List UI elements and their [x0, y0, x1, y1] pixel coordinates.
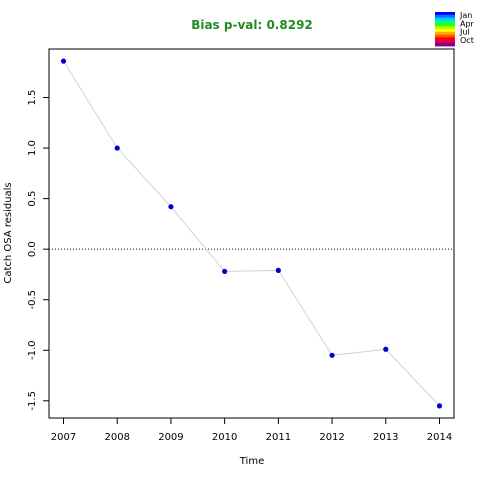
residual-series: [60, 58, 443, 409]
legend-color-swatch: [435, 23, 455, 27]
legend-color-swatch: [435, 20, 455, 24]
legend-color-swatch: [435, 17, 455, 21]
series-line: [63, 60, 440, 407]
data-point: [168, 204, 174, 210]
data-point: [60, 58, 67, 64]
y-tick-label: 1.5: [27, 90, 38, 106]
legend-color-swatch: [435, 29, 455, 33]
y-axis: -1.5 -1.0 -0.5 0.0 0.5 1.0 1.5: [27, 90, 49, 411]
y-tick-label: 0.0: [27, 241, 38, 257]
legend-color-swatch: [435, 37, 455, 41]
legend-color-swatch: [435, 34, 455, 38]
y-axis-title: Catch OSA residuals: [3, 182, 14, 283]
data-point: [222, 268, 228, 275]
legend-color-swatch: [435, 43, 455, 47]
legend-color-swatch: [435, 14, 455, 19]
x-tick-label: 2007: [51, 432, 76, 443]
legend-color-swatch: [435, 31, 455, 36]
x-tick-label: 2011: [266, 432, 291, 443]
legend-label: Jan: [459, 11, 472, 20]
y-tick-label: -0.5: [27, 290, 38, 310]
legend-color-swatch: [435, 26, 455, 30]
x-tick-label: 2010: [212, 432, 237, 443]
data-point: [275, 267, 281, 273]
plot-frame: [48, 48, 455, 419]
x-axis-title: Time: [239, 456, 264, 467]
legend-label: Oct: [460, 36, 474, 45]
y-tick-label: -1.0: [27, 341, 38, 361]
data-point: [436, 403, 443, 409]
legend-label: Apr: [460, 19, 475, 28]
data-point: [329, 352, 335, 358]
chart-title: Bias p-val: 0.8292: [191, 18, 313, 32]
y-tick-label: 0.5: [27, 191, 38, 207]
x-tick-label: 2012: [319, 432, 344, 443]
x-axis: 2007 2008 2009 2010 2011 2012 2013 2014: [51, 418, 452, 443]
x-tick-label: 2008: [104, 432, 129, 443]
legend-color-swatch: [435, 40, 455, 44]
x-tick-label: 2009: [158, 432, 183, 443]
legend-color-swatch: [435, 12, 455, 16]
data-point: [383, 346, 389, 352]
legend-label: Jul: [459, 28, 470, 37]
data-point: [114, 145, 120, 151]
x-tick-label: 2014: [427, 432, 452, 443]
y-tick-label: 1.0: [27, 140, 38, 156]
x-tick-label: 2013: [373, 432, 398, 443]
y-tick-label: -1.5: [27, 391, 38, 411]
